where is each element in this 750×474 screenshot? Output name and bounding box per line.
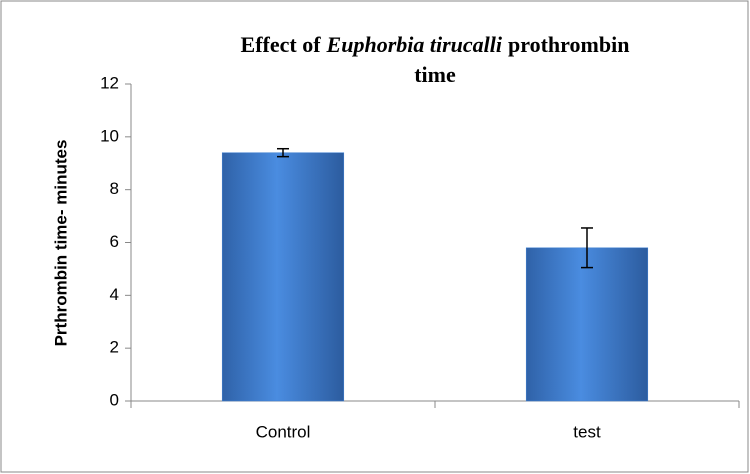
x-tick-label: test bbox=[573, 422, 601, 441]
bar bbox=[221, 152, 345, 402]
title-part: Euphorbia tirucalli bbox=[326, 32, 503, 57]
title-part: Effect of bbox=[241, 32, 322, 57]
error-bar bbox=[277, 147, 289, 158]
x-tick-label: Control bbox=[256, 422, 311, 441]
chart-title: Effect of Euphorbia tirucalli prothrombin t… bbox=[241, 32, 630, 87]
y-tick-label: 10 bbox=[100, 126, 119, 145]
y-tick-label: 4 bbox=[110, 285, 119, 304]
error-bar bbox=[581, 227, 593, 269]
y-tick-label: 12 bbox=[100, 73, 119, 92]
title-part: prothrombin bbox=[508, 32, 629, 57]
y-tick-label: 8 bbox=[110, 179, 119, 198]
y-tick-label: 2 bbox=[110, 338, 119, 357]
title-part: time bbox=[414, 62, 456, 87]
y-tick-label: 6 bbox=[110, 232, 119, 251]
y-axis-label: Prthrombin time- minutes bbox=[51, 140, 70, 347]
y-tick-label: 0 bbox=[110, 390, 119, 409]
bar bbox=[525, 247, 649, 402]
